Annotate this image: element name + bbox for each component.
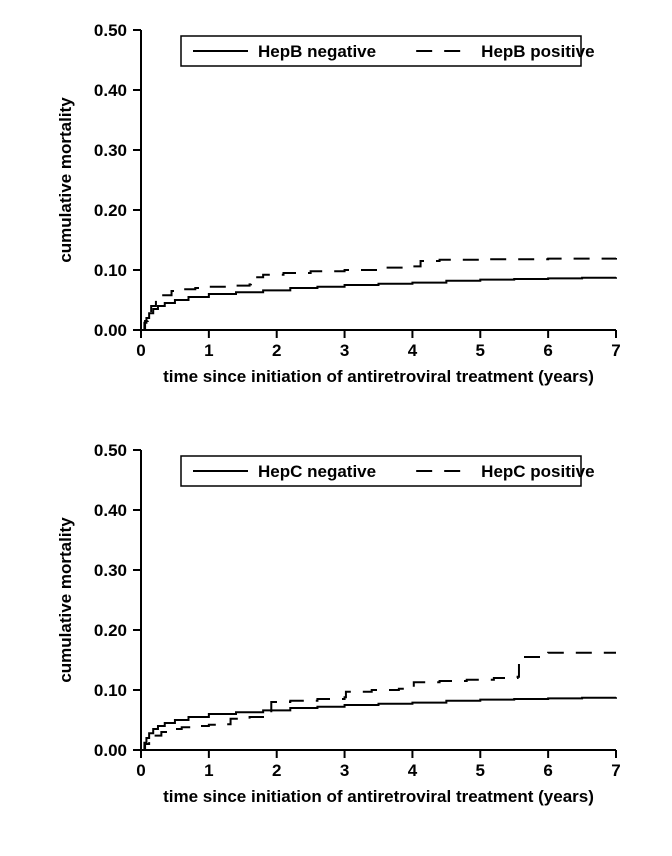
y-tick-label: 0.20 — [94, 621, 127, 640]
x-axis-label: time since initiation of antiretroviral … — [163, 787, 594, 806]
y-tick-label: 0.40 — [94, 501, 127, 520]
x-tick-label: 6 — [543, 341, 552, 360]
x-axis-label: time since initiation of antiretroviral … — [163, 367, 594, 386]
x-tick-label: 5 — [476, 761, 485, 780]
y-tick-label: 0.50 — [94, 441, 127, 460]
y-tick-label: 0.30 — [94, 561, 127, 580]
y-tick-label: 0.40 — [94, 81, 127, 100]
chart-panel-hepc: 0.00 0.10 0.20 0.30 0.40 0.50 0 1 2 3 4 5 6 7 time sin… — [36, 440, 636, 835]
x-tick-label: 0 — [136, 341, 145, 360]
chart-container: 0.00 0.10 0.20 0.30 0.40 0.50 0 1 2 3 4 5 6 7 time sin… — [0, 0, 672, 856]
x-tick-label: 3 — [340, 761, 349, 780]
x-tick-label: 6 — [543, 761, 552, 780]
series-line-1 — [141, 653, 616, 750]
x-tick-label: 1 — [204, 761, 213, 780]
y-axis-label: cumulative mortality — [56, 97, 75, 263]
legend-label-1: HepB positive — [481, 42, 594, 61]
chart-panel-hepb: 0.00 0.10 0.20 0.30 0.40 0.50 0 1 2 3 4 5 6 7 time sin… — [36, 20, 636, 415]
x-tick-label: 0 — [136, 761, 145, 780]
y-tick-label: 0.50 — [94, 21, 127, 40]
x-tick-label: 2 — [272, 341, 281, 360]
survival-chart-hepc: 0.00 0.10 0.20 0.30 0.40 0.50 0 1 2 3 4 5 6 7 time sin… — [36, 440, 636, 835]
survival-chart-hepb: 0.00 0.10 0.20 0.30 0.40 0.50 0 1 2 3 4 5 6 7 time sin… — [36, 20, 636, 415]
y-tick-label: 0.30 — [94, 141, 127, 160]
y-tick-label: 0.00 — [94, 741, 127, 760]
series-line-0 — [141, 277, 616, 330]
x-tick-label: 2 — [272, 761, 281, 780]
x-tick-label: 1 — [204, 341, 213, 360]
y-tick-label: 0.20 — [94, 201, 127, 220]
x-tick-label: 4 — [408, 341, 418, 360]
y-tick-label: 0.10 — [94, 261, 127, 280]
y-tick-label: 0.00 — [94, 321, 127, 340]
y-axis-label: cumulative mortality — [56, 517, 75, 683]
legend-label-0: HepB negative — [258, 42, 376, 61]
legend-label-0: HepC negative — [258, 462, 376, 481]
x-tick-label: 4 — [408, 761, 418, 780]
x-tick-label: 5 — [476, 341, 485, 360]
series-line-0 — [141, 697, 616, 750]
x-tick-label: 7 — [611, 761, 620, 780]
x-tick-label: 7 — [611, 341, 620, 360]
x-tick-label: 3 — [340, 341, 349, 360]
legend-label-1: HepC positive — [481, 462, 594, 481]
y-tick-label: 0.10 — [94, 681, 127, 700]
